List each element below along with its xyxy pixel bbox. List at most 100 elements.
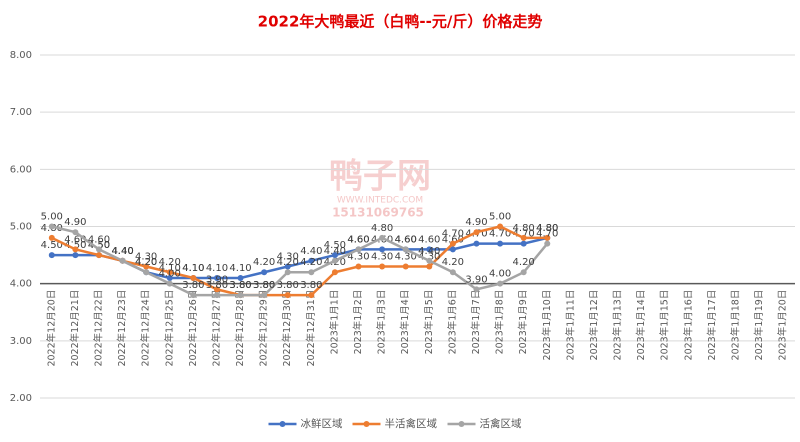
x-tick-label: 2023年1月8日 <box>494 290 506 355</box>
data-point <box>261 292 268 299</box>
data-point <box>72 246 79 253</box>
data-point <box>237 274 244 281</box>
y-tick-label: 6.00 <box>10 164 32 175</box>
data-point <box>473 240 480 247</box>
data-label: 4.20 <box>159 257 181 268</box>
legend-label: 半活禽区域 <box>385 417 438 430</box>
data-label: 4.10 <box>206 263 228 274</box>
data-label: 4.30 <box>135 252 157 263</box>
x-tick-label: 2022年12月26日 <box>187 290 199 367</box>
data-label: 4.10 <box>182 263 204 274</box>
data-label: 4.10 <box>229 263 251 274</box>
data-label: 4.30 <box>371 252 393 263</box>
data-label: 4.70 <box>536 229 558 240</box>
data-label: 3.80 <box>253 280 275 291</box>
x-tick-label: 2023年1月7日 <box>470 290 482 355</box>
data-point <box>331 257 338 264</box>
data-label: 4.90 <box>64 217 86 228</box>
legend-label: 活禽区域 <box>480 417 522 430</box>
data-label: 4.50 <box>88 240 110 251</box>
legend-swatch <box>279 421 286 427</box>
data-point <box>331 269 338 276</box>
x-tick-label: 2022年12月23日 <box>116 290 128 367</box>
data-label: 4.00 <box>489 269 511 280</box>
data-point <box>402 263 409 270</box>
x-tick-label: 2022年12月28日 <box>234 290 246 367</box>
data-label: 4.60 <box>347 234 369 245</box>
data-point <box>308 257 315 264</box>
data-point <box>190 274 197 281</box>
watermark: 15131069765 <box>332 206 424 220</box>
data-label: 4.60 <box>347 234 369 245</box>
x-tick-label: 2023年1月10日 <box>541 290 553 361</box>
x-tick-label: 2023年1月5日 <box>423 290 435 355</box>
data-point <box>166 280 173 287</box>
data-point <box>473 286 480 293</box>
y-tick-label: 2.00 <box>10 393 32 404</box>
data-point <box>544 234 551 241</box>
data-label: 4.30 <box>395 252 417 263</box>
data-point <box>237 292 244 299</box>
data-point <box>426 263 433 270</box>
data-label: 4.40 <box>300 246 322 257</box>
data-point <box>72 252 79 259</box>
data-point <box>166 269 173 276</box>
data-label: 4.00 <box>159 269 181 280</box>
data-label: 4.60 <box>64 234 86 245</box>
x-tick-label: 2023年1月4日 <box>399 290 411 355</box>
x-tick-label: 2023年1月15日 <box>659 290 671 361</box>
data-point <box>379 263 386 270</box>
data-point <box>497 240 504 247</box>
y-tick-label: 8.00 <box>10 50 32 61</box>
x-tick-label: 2023年1月13日 <box>612 290 624 361</box>
data-label: 4.20 <box>513 257 535 268</box>
watermark: 鸭子网 <box>329 157 431 197</box>
data-label: 4.70 <box>442 229 464 240</box>
data-point <box>497 223 504 230</box>
data-point <box>426 246 433 253</box>
legend-swatch <box>363 421 370 427</box>
x-tick-label: 2022年12月20日 <box>45 290 57 367</box>
data-point <box>449 269 456 276</box>
x-tick-label: 2023年1月2日 <box>352 290 364 355</box>
data-label: 3.80 <box>229 280 251 291</box>
data-point <box>449 240 456 247</box>
data-point <box>284 263 291 270</box>
legend-swatch <box>458 421 465 427</box>
data-label: 4.20 <box>300 257 322 268</box>
data-point <box>497 280 504 287</box>
data-label: 4.50 <box>324 240 346 251</box>
x-tick-label: 2023年1月9日 <box>517 290 529 355</box>
data-point <box>355 263 362 270</box>
data-label: 3.80 <box>182 280 204 291</box>
y-tick-label: 5.00 <box>10 222 32 233</box>
x-tick-label: 2022年12月25日 <box>163 290 175 367</box>
data-point <box>143 269 150 276</box>
data-label: 4.50 <box>41 240 63 251</box>
data-label: 4.40 <box>418 246 440 257</box>
data-label: 4.80 <box>371 223 393 234</box>
data-label: 4.60 <box>395 234 417 245</box>
data-label: 3.90 <box>465 274 487 285</box>
x-tick-label: 2023年1月12日 <box>588 290 600 361</box>
data-label: 4.20 <box>135 257 157 268</box>
data-point <box>95 252 102 259</box>
data-label: 4.60 <box>395 234 417 245</box>
data-point <box>213 286 220 293</box>
data-point <box>520 269 527 276</box>
x-tick-label: 2023年1月1日 <box>328 290 340 355</box>
x-tick-label: 2022年12月31日 <box>305 290 317 367</box>
x-tick-label: 2022年12月22日 <box>92 290 104 367</box>
data-point <box>449 246 456 253</box>
data-label: 5.00 <box>41 212 63 223</box>
data-point <box>284 292 291 299</box>
data-label: 4.30 <box>418 252 440 263</box>
data-label: 4.40 <box>324 246 346 257</box>
data-point <box>48 252 55 259</box>
data-label: 3.80 <box>277 280 299 291</box>
data-label: 4.40 <box>111 246 133 257</box>
data-point <box>355 246 362 253</box>
data-point <box>520 240 527 247</box>
x-tick-label: 2023年1月18日 <box>730 290 742 361</box>
